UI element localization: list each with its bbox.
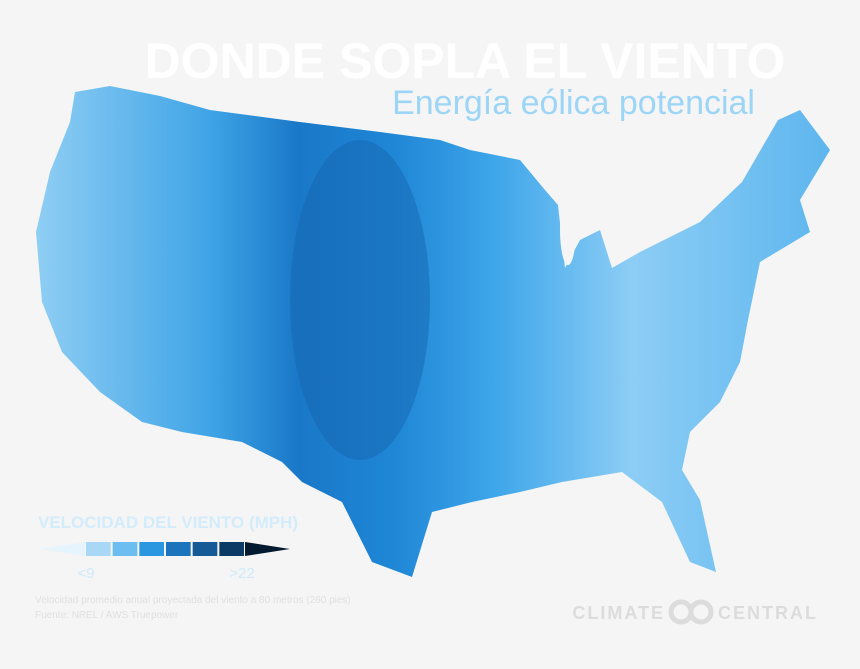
lake-michigan [560, 195, 576, 265]
logo-icon [688, 599, 714, 625]
legend-swatch [192, 542, 218, 556]
legend-title: VELOCIDAD DEL VIENTO (MPH) [38, 513, 298, 532]
windy-plains [290, 140, 430, 460]
logo-icon [668, 599, 694, 625]
us-map [36, 86, 830, 577]
source-line: Velocidad promedio anual proyectada del … [35, 595, 351, 606]
legend-high: >22 [229, 565, 254, 582]
legend-swatch [112, 542, 138, 556]
legend-low: <9 [77, 565, 94, 582]
legend-swatch [86, 542, 111, 556]
logo-text: CENTRAL [718, 603, 818, 623]
legend-swatch [219, 542, 244, 556]
legend-swatch [245, 542, 290, 556]
legend-swatch [40, 542, 85, 556]
legend-swatch [139, 542, 164, 556]
title: DONDE SOPLA EL VIENTO [145, 33, 786, 89]
legend-swatch [166, 542, 191, 556]
subtitle: Energía eólica potencial [392, 84, 755, 122]
source-line: Fuente: NREL / AWS Truepower [35, 610, 179, 621]
logo-text: CLIMATE [572, 603, 665, 623]
legend-bar [40, 542, 290, 556]
